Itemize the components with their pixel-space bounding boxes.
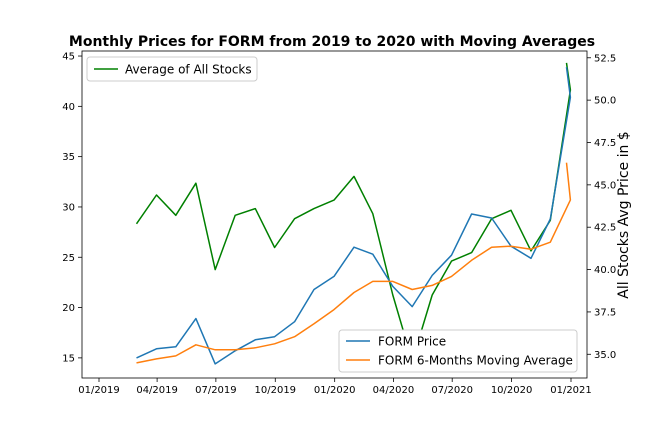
y-right-tick-label: 37.5 (594, 307, 616, 318)
x-tick-label: 07/2019 (195, 385, 237, 396)
legend-right-axis: Average of All Stocks (86, 56, 258, 82)
y-axis-left: 15 20 25 30 35 40 45 (62, 52, 82, 364)
legend-label-moving-average: FORM 6-Months Moving Average (378, 354, 573, 368)
x-tick-label: 10/2020 (491, 385, 533, 396)
y-left-tick-label: 40 (62, 102, 75, 113)
legend-label-form-price: FORM Price (378, 335, 446, 349)
series-layer (135, 62, 572, 365)
y-right-tick-label: 52.5 (594, 53, 616, 64)
legend-label-average: Average of All Stocks (125, 63, 252, 77)
y-right-tick-label: 42.5 (594, 223, 616, 234)
y-left-tick-label: 15 (62, 353, 75, 364)
x-tick-label: 04/2019 (136, 385, 178, 396)
y-axis-right: 35.0 37.5 40.0 42.5 45.0 47.5 50.0 52.5 (587, 53, 616, 361)
series-line-form-price (136, 67, 572, 365)
x-tick-label: 01/2019 (78, 385, 120, 396)
series-line-average-all-stocks (135, 62, 572, 362)
legend-left-axis: FORM Price FORM 6-Months Moving Average (338, 329, 578, 373)
y-right-tick-label: 45.0 (594, 180, 616, 191)
legend-right-box (86, 56, 258, 82)
y-left-tick-label: 35 (62, 152, 75, 163)
x-axis: 01/2019 04/2019 07/2019 10/2019 01/2020 04/20… (78, 378, 592, 396)
y-right-tick-label: 35.0 (594, 350, 616, 361)
y-left-tick-label: 20 (62, 303, 75, 314)
y-right-tick-label: 40.0 (594, 265, 616, 276)
plot-frame (81, 50, 588, 379)
x-tick-label: 01/2020 (314, 385, 356, 396)
y-right-tick-label: 47.5 (594, 138, 616, 149)
y-axis-right-label: All Stocks Avg Price in $ (616, 131, 632, 298)
y-right-tick-label: 50.0 (594, 96, 616, 107)
chart-title: Monthly Prices for FORM from 2019 to 202… (69, 34, 595, 50)
x-tick-label: 04/2020 (373, 385, 415, 396)
x-tick-label: 01/2021 (550, 385, 592, 396)
legend-left-box (338, 329, 578, 373)
series-line-moving-average (136, 162, 572, 364)
y-left-tick-label: 30 (62, 202, 75, 213)
x-tick-label: 10/2019 (255, 385, 297, 396)
y-left-tick-label: 45 (62, 52, 75, 63)
y-left-tick-label: 25 (62, 253, 75, 264)
x-tick-label: 07/2020 (431, 385, 473, 396)
